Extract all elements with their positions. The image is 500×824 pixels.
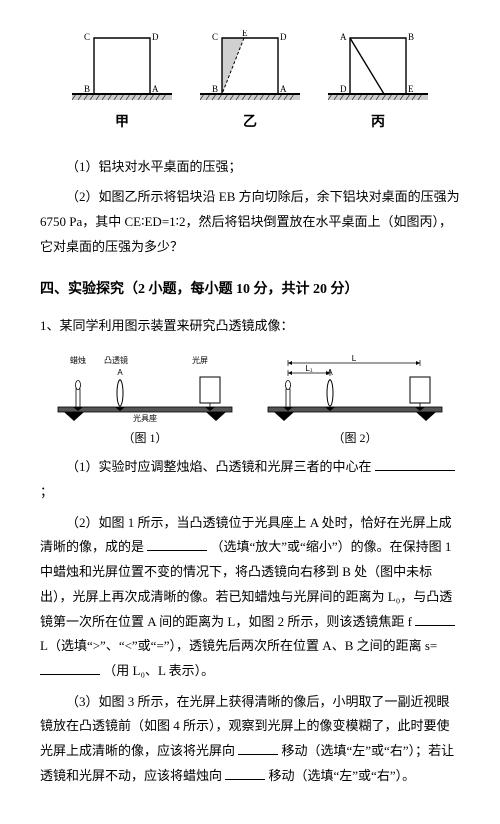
svg-text:L₁: L₁ — [305, 364, 312, 373]
figure-bing-svg: A B D E — [328, 30, 428, 108]
q-expt-2-c: L（选填“>”、“<”或“=”），透镜先后两次所在位置 A、B 之间的距离 s= — [40, 638, 437, 653]
svg-text:光屏: 光屏 — [192, 355, 208, 365]
experiment-intro: 1、某同学利用图示装置来研究凸透镜成像： — [40, 314, 460, 339]
q-expt-3-c: 移动（选填“左”或“右”）。 — [269, 768, 416, 783]
figure-jia: A B C D 甲 — [72, 30, 172, 137]
q-expt-1-b: ； — [40, 484, 53, 499]
svg-text:E: E — [408, 84, 414, 94]
figure-yi: A B C D E 乙 — [200, 30, 300, 137]
svg-text:蜡烛: 蜡烛 — [70, 355, 86, 365]
svg-text:A: A — [340, 32, 347, 42]
svg-text:A: A — [327, 368, 333, 377]
figure-jia-svg: A B C D — [72, 30, 172, 108]
question-1: （1）铝块对水平桌面的压强； — [40, 155, 460, 180]
figure-bing: A B D E 丙 — [328, 30, 428, 137]
block-figures-row: A B C D 甲 A B C D E 乙 A B D E 丙 — [40, 30, 460, 137]
blank-3 — [415, 612, 455, 626]
question-expt-1: （1）实验时应调整烛焰、凸透镜和光屏三者的中心在 ； — [40, 455, 460, 504]
question-expt-3: （3）如图 3 所示，在光屏上获得清晰的像后，小明取了一副近视眼镜放在凸透镜前（… — [40, 690, 460, 789]
blank-2 — [147, 537, 207, 551]
svg-text:A: A — [152, 84, 159, 94]
svg-text:E: E — [242, 30, 248, 38]
svg-text:B: B — [212, 84, 218, 94]
optics-fig2-svg: L L₁ A — [260, 351, 450, 423]
section-4-heading: 四、实验探究（2 小题，每小题 10 分，共计 20 分） — [40, 277, 460, 304]
svg-text:C: C — [84, 32, 90, 42]
svg-text:A: A — [280, 84, 287, 94]
figure-yi-svg: A B C D E — [200, 30, 300, 108]
svg-text:D: D — [340, 84, 347, 94]
svg-text:D: D — [152, 32, 159, 42]
q-expt-1-a: （1）实验时应调整烛焰、凸透镜和光屏三者的中心在 — [66, 459, 372, 474]
svg-text:C: C — [212, 32, 218, 42]
optics-figure-2: L L₁ A （图 2） — [260, 351, 450, 450]
svg-text:A: A — [117, 368, 123, 377]
blank-4 — [40, 661, 100, 675]
optics-fig1-caption: （图 1） — [122, 427, 167, 450]
figure-yi-label: 乙 — [243, 110, 257, 137]
svg-text:L: L — [352, 354, 357, 363]
figure-jia-label: 甲 — [115, 110, 129, 137]
svg-text:光具座: 光具座 — [133, 413, 157, 423]
blank-5 — [238, 741, 278, 755]
figure-bing-label: 丙 — [371, 110, 385, 137]
question-expt-2: （2）如图 1 所示，当凸透镜位于光具座上 A 处时，恰好在光屏上成清晰的像，成… — [40, 511, 460, 684]
q-expt-2-d: （用 L₀、L 表示）。 — [103, 663, 214, 678]
optics-fig2-caption: （图 2） — [332, 427, 377, 450]
optics-fig1-svg: 蜡烛 凸透镜 光屏光具座 A — [50, 351, 240, 423]
svg-text:B: B — [84, 84, 90, 94]
optics-figures-row: 蜡烛 凸透镜 光屏光具座 A （图 1） L L₁ A （图 2） — [40, 351, 460, 450]
question-2: （2）如图乙所示将铝块沿 EB 方向切除后，余下铝块对桌面的压强为 6750 P… — [40, 185, 460, 259]
optics-figure-1: 蜡烛 凸透镜 光屏光具座 A （图 1） — [50, 351, 240, 450]
svg-text:D: D — [280, 32, 287, 42]
blank-1 — [375, 457, 455, 471]
blank-6 — [225, 766, 265, 780]
svg-text:凸透镜: 凸透镜 — [104, 355, 128, 365]
svg-text:B: B — [408, 32, 414, 42]
